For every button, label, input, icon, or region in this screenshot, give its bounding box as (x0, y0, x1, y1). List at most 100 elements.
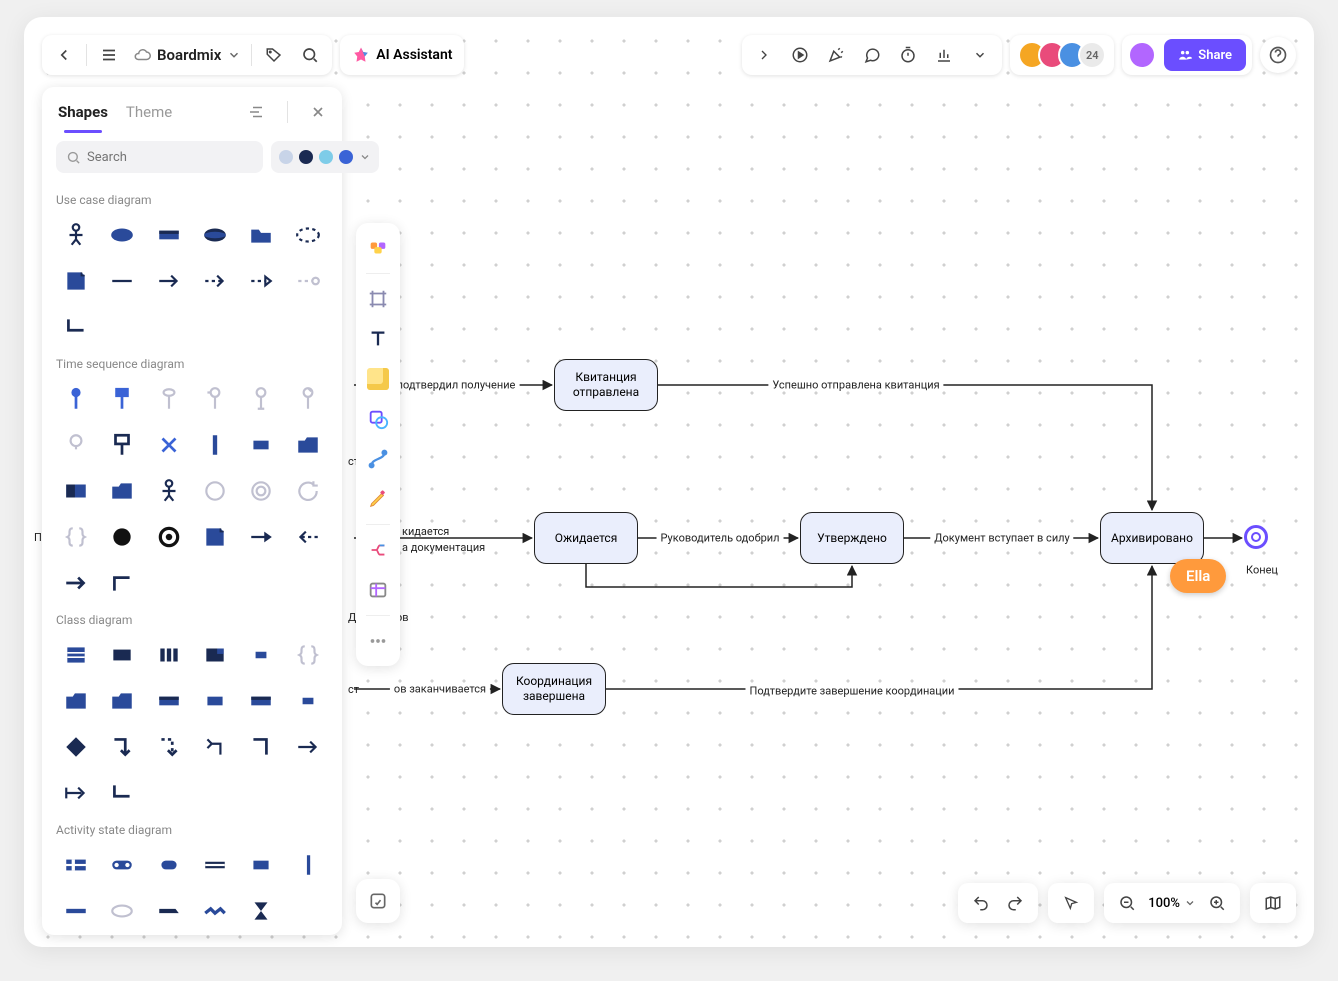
node-end[interactable] (1244, 525, 1268, 549)
shape-rectS[interactable] (241, 425, 281, 465)
shape-lifeline[interactable] (56, 379, 96, 419)
ai-assistant-button[interactable]: AI Assistant (340, 35, 464, 75)
shape-dashArrowOpen[interactable] (241, 261, 281, 301)
board-title[interactable]: Boardmix (127, 46, 247, 64)
shape-line[interactable] (102, 261, 142, 301)
shape-ellipseL[interactable] (102, 891, 142, 931)
shape-cols[interactable] (149, 635, 189, 675)
shape-note[interactable] (195, 517, 235, 557)
shape-folderTab[interactable] (102, 681, 142, 721)
shape-folderSplit[interactable] (56, 471, 96, 511)
node-archived[interactable]: Архивировано (1100, 512, 1204, 564)
shape-zigzag[interactable] (195, 891, 235, 931)
shape-rectTiny[interactable] (288, 681, 328, 721)
shape-crossL[interactable] (149, 425, 189, 465)
shape-corner[interactable] (102, 563, 142, 603)
close-icon[interactable] (310, 104, 326, 120)
more-button[interactable] (962, 37, 998, 73)
shape-lifelineL1[interactable] (149, 379, 189, 419)
tool-more[interactable] (361, 624, 395, 658)
avatar-me[interactable] (1128, 41, 1156, 69)
tool-frame[interactable] (361, 282, 395, 316)
shape-arrowSolid[interactable] (241, 517, 281, 557)
shape-ellipse[interactable] (102, 215, 142, 255)
tool-sticky[interactable] (361, 362, 395, 396)
shape-arrow[interactable] (149, 261, 189, 301)
search-button[interactable] (292, 37, 328, 73)
shape-diamond[interactable] (56, 727, 96, 767)
shape-dashEllipse[interactable] (288, 215, 328, 255)
tool-mindmap[interactable] (361, 533, 395, 567)
tool-text[interactable] (361, 322, 395, 356)
node-approved[interactable]: Утверждено (800, 512, 904, 564)
zoom-out-button[interactable] (1110, 886, 1144, 920)
shape-circArrow[interactable] (288, 471, 328, 511)
shape-actor[interactable] (149, 471, 189, 511)
play-button[interactable] (782, 37, 818, 73)
shape-circLight[interactable] (56, 425, 96, 465)
shape-cornerDiam[interactable] (195, 727, 235, 767)
shape-arrowMany[interactable] (56, 773, 96, 813)
shape-table3[interactable] (56, 635, 96, 675)
tool-library[interactable] (356, 879, 400, 923)
shape-circBig[interactable] (195, 471, 235, 511)
shape-lifelineL2[interactable] (195, 379, 235, 419)
shape-folderTab[interactable] (288, 425, 328, 465)
shape-bar[interactable] (195, 425, 235, 465)
shape-elbow[interactable] (102, 773, 142, 813)
tool-shape[interactable] (361, 402, 395, 436)
tool-table[interactable] (361, 573, 395, 607)
shape-arrow[interactable] (288, 727, 328, 767)
shape-arrowDashL[interactable] (288, 517, 328, 557)
menu-button[interactable] (91, 37, 127, 73)
shape-arrowR[interactable] (56, 563, 96, 603)
pointer-tool[interactable] (1054, 886, 1088, 920)
shape-rectS[interactable] (195, 681, 235, 721)
shape-lifelineL3[interactable] (241, 379, 281, 419)
shape-actor[interactable] (56, 215, 96, 255)
back-button[interactable] (46, 37, 82, 73)
shape-split[interactable] (195, 845, 235, 885)
shape-flag[interactable] (149, 891, 189, 931)
shape-rectH[interactable] (149, 681, 189, 721)
shape-vbar[interactable] (288, 845, 328, 885)
shape-blank[interactable] (288, 891, 328, 931)
shape-dotFill[interactable] (102, 517, 142, 557)
node-receipt[interactable]: Квитанция отправлена (554, 359, 658, 411)
shape-braces[interactable] (56, 517, 96, 557)
shape-lifelineL4[interactable] (288, 379, 328, 419)
chart-button[interactable] (926, 37, 962, 73)
comment-button[interactable] (854, 37, 890, 73)
shape-dashArrow[interactable] (195, 261, 235, 301)
tool-pen[interactable] (361, 482, 395, 516)
help-button[interactable] (1260, 37, 1296, 73)
chevron-expand-button[interactable] (746, 37, 782, 73)
zoom-in-button[interactable] (1200, 886, 1234, 920)
shape-roundRect[interactable] (149, 845, 189, 885)
shape-dashCircleEnd[interactable] (288, 261, 328, 301)
timer-button[interactable] (890, 37, 926, 73)
shape-rectH[interactable] (241, 681, 281, 721)
tool-connector[interactable] (361, 442, 395, 476)
celebrate-button[interactable] (818, 37, 854, 73)
node-waiting[interactable]: Ожидается (534, 512, 638, 564)
shape-cornerDash[interactable] (149, 727, 189, 767)
tab-theme[interactable]: Theme (126, 103, 172, 121)
settings-icon[interactable] (247, 103, 265, 121)
undo-button[interactable] (964, 886, 998, 920)
node-coord[interactable]: Координация завершена (502, 663, 606, 715)
shape-rectTiny[interactable] (241, 635, 281, 675)
shape-rectFill[interactable] (102, 635, 142, 675)
shape-cornerPlain[interactable] (241, 727, 281, 767)
shape-lens[interactable] (195, 215, 235, 255)
tab-shapes[interactable]: Shapes (58, 103, 108, 121)
shape-rectH[interactable] (149, 215, 189, 255)
search-input[interactable] (56, 141, 263, 173)
palette-picker[interactable] (271, 141, 379, 173)
tool-templates[interactable] (361, 231, 395, 265)
shape-lifelineBox[interactable] (102, 379, 142, 419)
shape-folderTab[interactable] (102, 471, 142, 511)
shape-note[interactable] (56, 261, 96, 301)
shape-elbow[interactable] (56, 307, 96, 347)
shape-braces[interactable] (288, 635, 328, 675)
